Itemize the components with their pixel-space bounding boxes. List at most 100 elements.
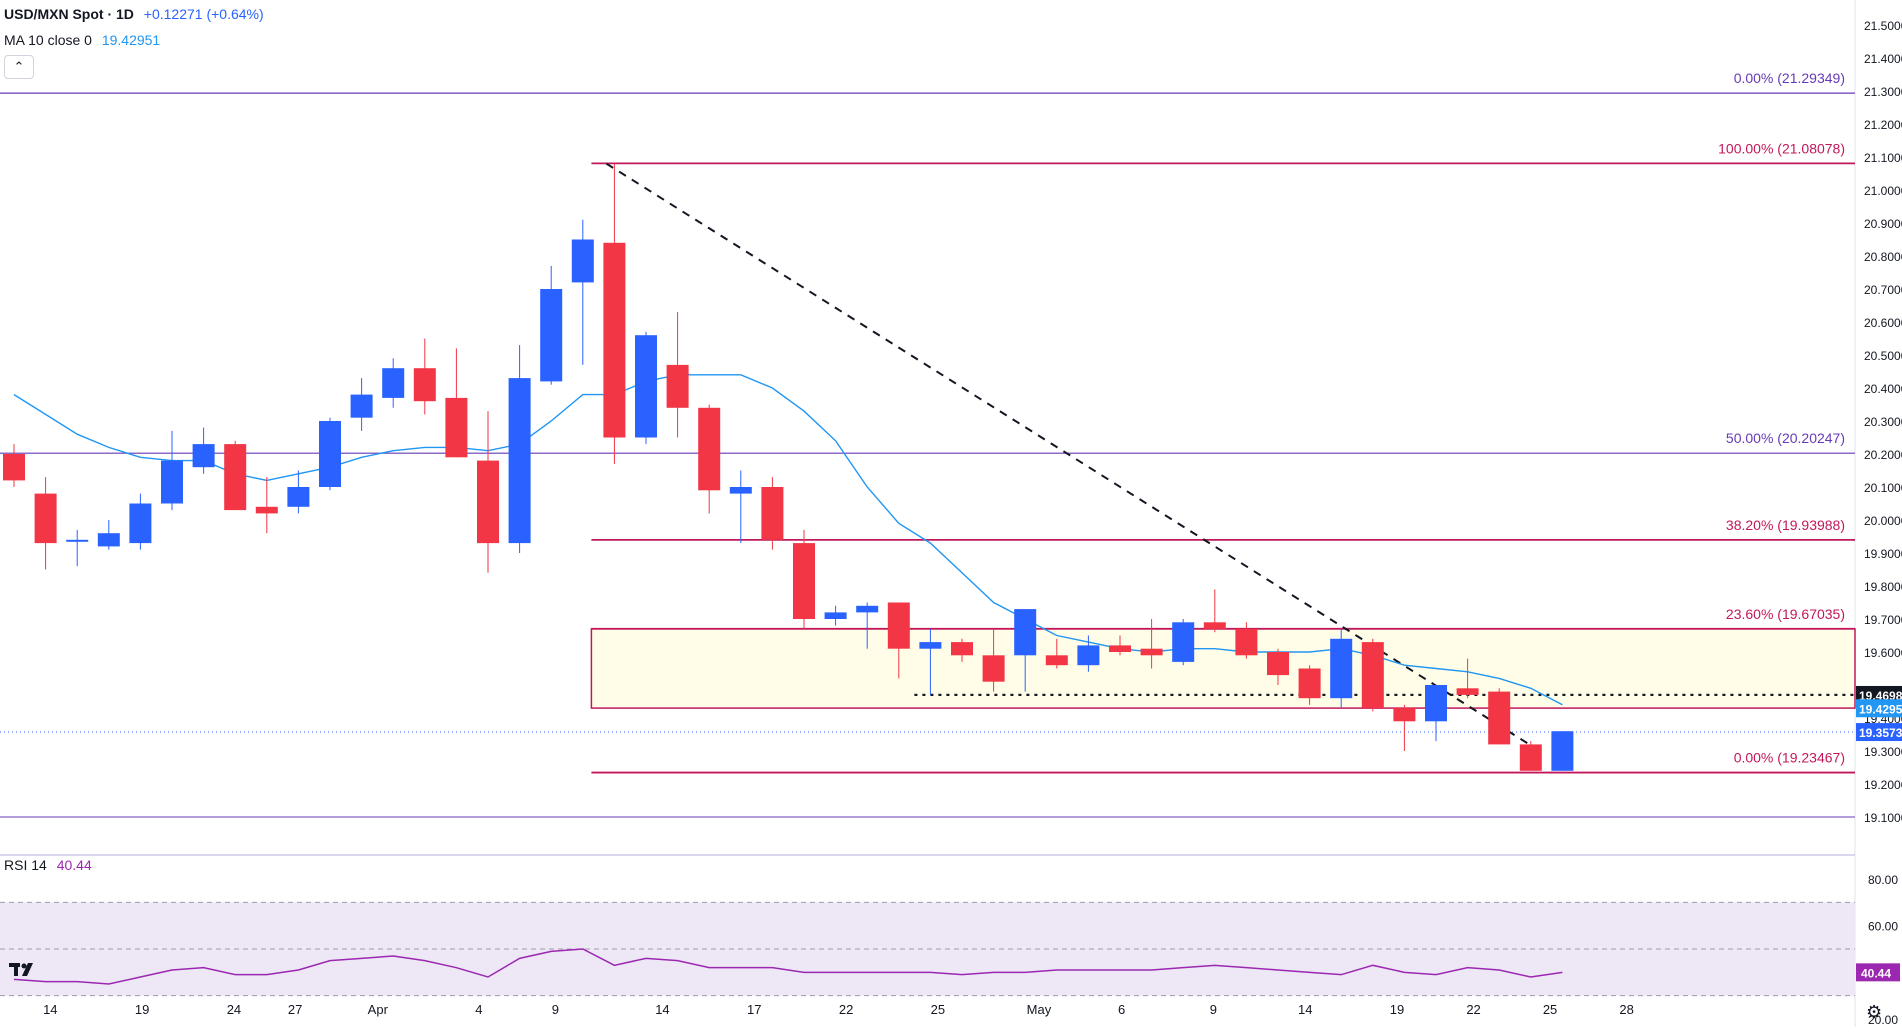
candle [824,605,847,626]
rsi-tick-label: 20.00 [1868,1013,1898,1027]
candle [856,602,879,649]
time-tick-label: 14 [655,1002,669,1017]
candle-body [729,487,752,494]
candle [1519,741,1542,771]
candle [1551,731,1574,771]
price-tick-label: 19.70000 [1864,613,1902,627]
candle [1077,635,1100,672]
candle [508,345,531,553]
time-tick-label: 9 [552,1002,559,1017]
time-tick-label: 4 [475,1002,482,1017]
time-tick-label: 22 [1466,1002,1480,1017]
ma-name[interactable]: MA 10 close 0 [4,32,92,48]
collapse-legend-button[interactable]: ⌃ [4,55,34,79]
candle-body [1045,655,1068,666]
rsi-tick-label: 80.00 [1868,873,1898,887]
candle [287,470,310,514]
candle-body [1456,688,1479,695]
candle [192,427,215,474]
candle [97,520,120,550]
candle-body [1330,638,1353,699]
time-tick-label: 17 [747,1002,761,1017]
time-tick-label: 19 [1390,1002,1404,1017]
time-tick-label: 14 [1298,1002,1312,1017]
price-tick-label: 20.50000 [1864,349,1902,363]
fib-level-label: 0.00% (21.29349) [1734,70,1845,86]
time-tick-label: 9 [1210,1002,1217,1017]
candle [477,411,499,573]
chevron-up-icon: ⌃ [13,59,25,74]
candle-body [666,364,689,408]
ma-legend: MA 10 close 0 19.42951 [4,32,160,48]
candle [729,470,752,544]
candle [34,477,57,570]
candle-body [1488,691,1511,745]
candle-body [97,533,120,547]
candle [1109,635,1131,656]
ma10-line [13,374,1563,706]
candle-body [192,444,215,468]
candle-body [1109,645,1131,652]
candle-body [34,493,57,544]
candle [1488,688,1511,745]
fib-level-label: 38.20% (19.93988) [1726,517,1845,533]
candle [319,417,341,491]
price-tick-label: 19.80000 [1864,580,1902,594]
tradingview-logo-icon[interactable] [8,958,42,980]
candle-body [698,407,721,491]
gear-icon[interactable]: ⚙ [1866,1002,1883,1022]
time-tick-label: 25 [931,1002,945,1017]
candle-body [982,655,1005,682]
candle-body [1014,609,1037,656]
time-tick-label: Apr [368,1002,389,1017]
candle [413,338,436,415]
candle-body [1425,685,1447,722]
price-tick-label: 20.70000 [1864,283,1902,297]
price-tick-label: 21.30000 [1864,85,1902,99]
candle [698,404,721,514]
fib-level-label: 50.00% (20.20247) [1726,430,1845,446]
price-tick-label: 20.10000 [1864,481,1902,495]
candle [129,493,152,550]
candle [571,219,594,365]
rsi-badge-label: 40.44 [1861,966,1891,980]
price-tick-label: 20.90000 [1864,217,1902,231]
price-badge [1856,723,1902,742]
candle-body [350,394,373,418]
price-tick-label: 20.40000 [1864,382,1902,396]
time-tick-label: 22 [839,1002,853,1017]
candle-body [919,642,942,649]
price-tick-label: 19.30000 [1864,745,1902,759]
rsi-legend: RSI 14 40.44 [4,857,92,873]
fib-level-label: 0.00% (19.23467) [1734,750,1845,766]
price-tick-label: 19.20000 [1864,778,1902,792]
candle [161,430,183,511]
candle-body [255,506,278,514]
price-change: +0.12271 (+0.64%) [143,6,264,22]
candle [982,628,1005,692]
candle-body [1235,628,1258,656]
candle-body [1298,668,1321,699]
time-tick-label: May [1027,1002,1052,1017]
candle-body [1267,652,1289,676]
candle-body [540,289,563,382]
symbol-title[interactable]: USD/MXN Spot · 1D [4,6,134,22]
price-tick-label: 21.00000 [1864,184,1902,198]
rsi-badge [1856,963,1900,982]
candle-body [477,460,499,544]
candle [224,440,247,511]
price-tick-label: 19.10000 [1864,811,1902,825]
price-tick-label: 20.20000 [1864,448,1902,462]
candle-body [129,503,152,544]
candle-body [1393,708,1416,722]
candle-body [603,242,626,438]
candle [635,331,657,445]
candle [761,477,784,550]
candle [66,529,89,567]
candle [1172,619,1195,666]
candle [1298,665,1321,705]
rsi-name[interactable]: RSI 14 [4,857,47,873]
price-badge [1856,699,1902,718]
